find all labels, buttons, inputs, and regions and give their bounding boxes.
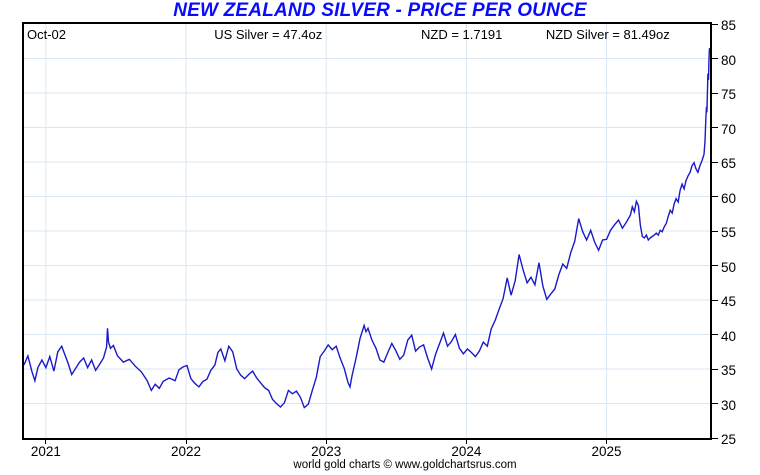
y-axis-label: 40 bbox=[721, 328, 737, 344]
y-axis-tick bbox=[712, 230, 718, 232]
y-axis-tick bbox=[712, 334, 718, 335]
y-axis-tick bbox=[712, 437, 718, 439]
y-axis-label: 45 bbox=[721, 294, 737, 309]
x-axis-label: 2023 bbox=[311, 444, 342, 459]
y-axis-label: 70 bbox=[721, 121, 737, 137]
y-axis-tick bbox=[712, 368, 718, 370]
x-axis-label: 2022 bbox=[171, 444, 202, 459]
chart-title: NEW ZEALAND SILVER - PRICE PER OUNCE bbox=[173, 0, 587, 21]
y-axis-label: 80 bbox=[721, 52, 737, 68]
y-axis-tick bbox=[712, 299, 718, 301]
y-axis-tick bbox=[712, 161, 718, 163]
y-axis-tick bbox=[712, 127, 718, 128]
y-axis-tick bbox=[712, 23, 718, 25]
y-axis-label: 75 bbox=[721, 87, 737, 102]
footer-credit: world gold charts © www.goldchartsrus.co… bbox=[293, 459, 517, 471]
x-axis-label: 2024 bbox=[451, 444, 482, 459]
y-axis-tick bbox=[712, 265, 718, 266]
y-axis-label: 50 bbox=[721, 259, 737, 275]
header-nzd-exchange-rate: NZD = 1.7191 bbox=[421, 27, 503, 42]
plot-area: Oct-02 US Silver = 47.4oz NZD = 1.7191 N… bbox=[22, 22, 712, 440]
y-axis-tick bbox=[712, 58, 718, 59]
x-axis-label: 2021 bbox=[30, 444, 61, 459]
y-axis-tick bbox=[712, 403, 718, 404]
y-axis-label: 25 bbox=[721, 432, 737, 447]
header-nzd-silver-value: NZD Silver = 81.49oz bbox=[545, 27, 670, 42]
y-axis-label: 65 bbox=[721, 156, 737, 171]
price-chart-svg bbox=[24, 24, 710, 438]
x-axis-tick bbox=[45, 440, 47, 444]
x-axis-tick bbox=[325, 440, 327, 444]
x-axis-tick bbox=[465, 440, 467, 444]
header-date: Oct-02 bbox=[27, 27, 67, 42]
x-axis-label: 2025 bbox=[591, 444, 622, 459]
y-axis-label: 85 bbox=[721, 18, 737, 33]
y-axis-label: 55 bbox=[721, 225, 737, 240]
y-axis-tick bbox=[712, 92, 718, 94]
y-axis-tick bbox=[712, 196, 718, 197]
x-axis-tick bbox=[606, 440, 608, 444]
y-axis-label: 30 bbox=[721, 397, 737, 413]
price-line-series bbox=[24, 47, 710, 409]
y-axis-label: 35 bbox=[721, 363, 737, 378]
x-axis-tick bbox=[185, 440, 187, 444]
header-us-silver-value: US Silver = 47.4oz bbox=[214, 27, 323, 42]
y-axis-label: 60 bbox=[721, 190, 737, 206]
